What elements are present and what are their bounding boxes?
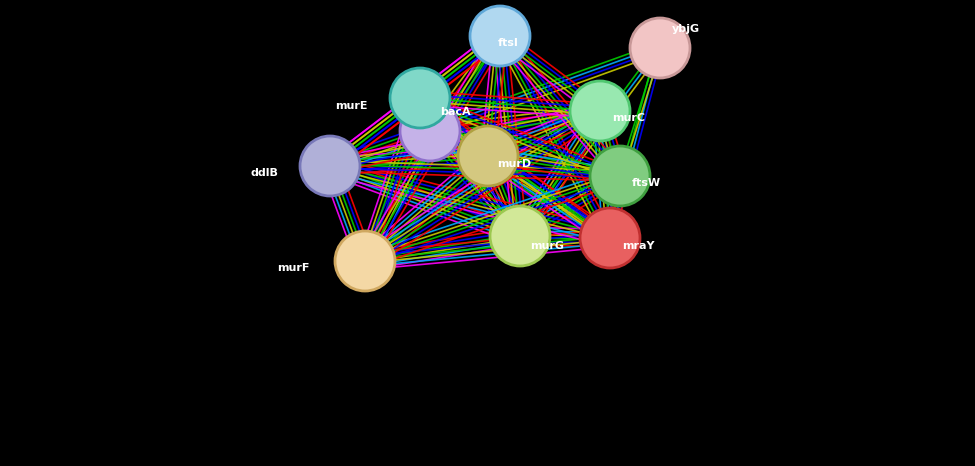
Circle shape: [335, 231, 395, 291]
Text: ftsI: ftsI: [497, 38, 519, 48]
Text: ybjG: ybjG: [672, 24, 700, 34]
Text: mraY: mraY: [622, 241, 654, 251]
Circle shape: [400, 101, 460, 161]
Circle shape: [300, 136, 360, 196]
Text: murF: murF: [278, 263, 310, 273]
Text: murC: murC: [612, 113, 645, 123]
Circle shape: [630, 18, 690, 78]
Circle shape: [590, 146, 650, 206]
Text: bacA: bacA: [440, 107, 471, 117]
Circle shape: [570, 81, 630, 141]
Text: ddlB: ddlB: [251, 168, 278, 178]
Circle shape: [470, 6, 530, 66]
Circle shape: [490, 206, 550, 266]
Circle shape: [580, 208, 640, 268]
Text: murE: murE: [335, 101, 368, 111]
Circle shape: [390, 68, 450, 128]
Text: ftsW: ftsW: [632, 178, 661, 188]
Text: murD: murD: [497, 159, 531, 169]
Circle shape: [458, 126, 518, 186]
Text: murG: murG: [530, 241, 564, 251]
